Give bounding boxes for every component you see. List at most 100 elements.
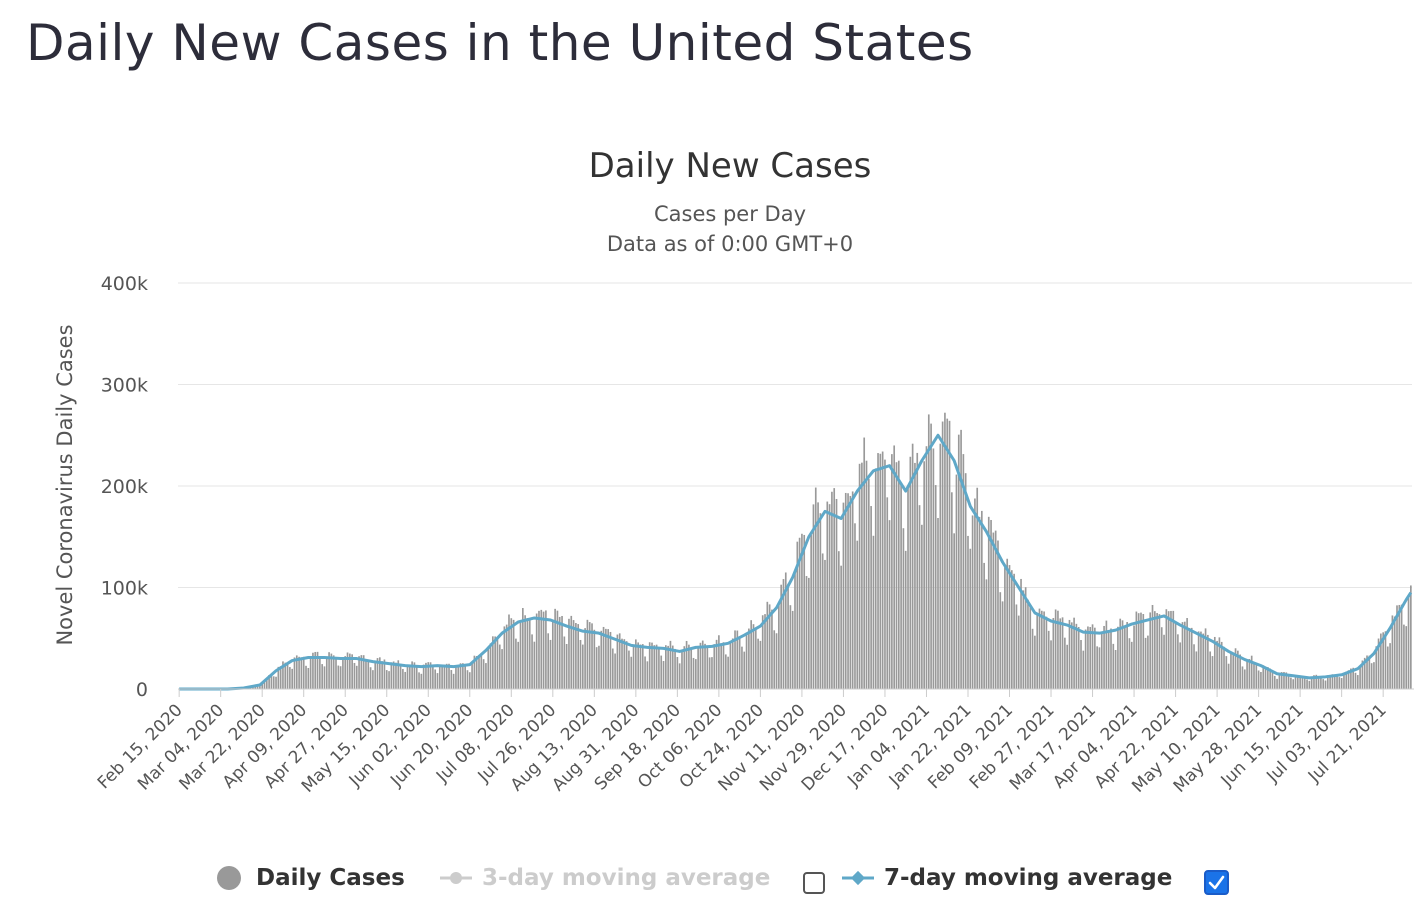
daily-case-bar[interactable]	[263, 680, 266, 689]
daily-case-bar[interactable]	[312, 652, 314, 689]
daily-case-bar[interactable]	[1296, 675, 1299, 689]
daily-case-bar[interactable]	[438, 666, 441, 689]
daily-case-bar[interactable]	[443, 664, 446, 689]
daily-case-bar[interactable]	[637, 642, 639, 689]
daily-case-bar[interactable]	[1087, 626, 1089, 689]
daily-case-bar[interactable]	[540, 609, 543, 689]
daily-case-bar[interactable]	[452, 673, 455, 689]
daily-case-bar[interactable]	[1398, 604, 1401, 689]
daily-case-bar[interactable]	[1370, 663, 1373, 689]
daily-case-bar[interactable]	[914, 462, 916, 689]
daily-case-bar[interactable]	[1336, 674, 1338, 689]
daily-case-bar[interactable]	[692, 657, 695, 689]
daily-case-bar[interactable]	[577, 624, 580, 689]
daily-case-bar[interactable]	[939, 443, 942, 689]
daily-case-bar[interactable]	[757, 638, 759, 689]
daily-case-bar[interactable]	[951, 492, 953, 689]
daily-case-bar[interactable]	[286, 663, 289, 689]
daily-case-bar[interactable]	[1239, 654, 1241, 689]
daily-case-bar[interactable]	[501, 649, 503, 689]
daily-case-bar[interactable]	[718, 635, 720, 689]
daily-case-bar[interactable]	[1366, 655, 1368, 689]
daily-case-bar[interactable]	[916, 452, 919, 689]
daily-case-bar[interactable]	[291, 668, 294, 689]
daily-case-bar[interactable]	[1008, 565, 1011, 689]
daily-case-bar[interactable]	[907, 485, 909, 689]
daily-case-bar[interactable]	[261, 682, 264, 689]
daily-case-bar[interactable]	[528, 618, 531, 689]
daily-case-bar[interactable]	[690, 648, 693, 689]
daily-case-bar[interactable]	[524, 615, 526, 689]
daily-case-bar[interactable]	[671, 645, 674, 689]
daily-case-bar[interactable]	[316, 651, 319, 689]
daily-case-bar[interactable]	[706, 647, 709, 689]
daily-case-bar[interactable]	[1040, 610, 1043, 689]
legend-7day-average[interactable]: 7-day moving average	[842, 860, 1172, 896]
daily-case-bar[interactable]	[1267, 667, 1269, 689]
daily-case-bar[interactable]	[780, 584, 782, 689]
daily-case-bar[interactable]	[1285, 672, 1288, 689]
daily-case-bar[interactable]	[1333, 674, 1336, 689]
daily-case-bar[interactable]	[1080, 640, 1082, 689]
daily-case-bar[interactable]	[1269, 668, 1271, 689]
daily-case-bar[interactable]	[1147, 635, 1149, 689]
daily-case-bar[interactable]	[1177, 634, 1179, 689]
daily-case-bar[interactable]	[791, 610, 794, 689]
daily-case-bar[interactable]	[1223, 646, 1225, 689]
daily-case-bar[interactable]	[1082, 650, 1085, 689]
daily-case-bar[interactable]	[1350, 668, 1352, 689]
daily-case-bar[interactable]	[736, 630, 739, 689]
daily-case-bar[interactable]	[817, 502, 819, 689]
daily-case-bar[interactable]	[404, 671, 407, 689]
daily-case-bar[interactable]	[1061, 617, 1064, 689]
daily-case-bar[interactable]	[651, 642, 653, 689]
daily-case-bar[interactable]	[575, 622, 577, 689]
daily-case-bar[interactable]	[1068, 619, 1071, 689]
daily-case-bar[interactable]	[568, 618, 570, 689]
daily-case-bar[interactable]	[635, 639, 637, 689]
daily-case-bar[interactable]	[1255, 664, 1258, 689]
daily-case-bar[interactable]	[865, 460, 868, 689]
daily-case-bar[interactable]	[771, 609, 773, 689]
daily-case-bar[interactable]	[1227, 663, 1230, 689]
daily-case-bar[interactable]	[1377, 638, 1380, 689]
daily-case-bar[interactable]	[937, 518, 939, 689]
daily-case-bar[interactable]	[436, 673, 439, 689]
daily-case-bar[interactable]	[1354, 672, 1357, 689]
daily-case-bar[interactable]	[1034, 635, 1036, 689]
daily-case-bar[interactable]	[1144, 637, 1147, 689]
daily-case-bar[interactable]	[1262, 665, 1265, 689]
daily-case-bar[interactable]	[1246, 660, 1248, 689]
daily-case-bar[interactable]	[1292, 679, 1295, 689]
daily-case-bar[interactable]	[932, 448, 935, 689]
daily-case-bar[interactable]	[1015, 604, 1018, 689]
daily-case-bar[interactable]	[1190, 627, 1193, 689]
daily-case-bar[interactable]	[1382, 632, 1384, 689]
daily-case-bar[interactable]	[1396, 605, 1398, 689]
daily-case-bar[interactable]	[895, 462, 898, 689]
daily-case-bar[interactable]	[411, 661, 413, 689]
daily-case-bar[interactable]	[406, 664, 409, 689]
daily-case-bar[interactable]	[1149, 612, 1152, 689]
daily-case-bar[interactable]	[1373, 662, 1375, 689]
daily-case-bar[interactable]	[803, 534, 806, 689]
daily-case-bar[interactable]	[1075, 623, 1078, 689]
daily-case-bar[interactable]	[441, 664, 443, 689]
daily-case-bar[interactable]	[1218, 637, 1221, 689]
daily-case-bar[interactable]	[519, 622, 522, 689]
legend-daily-cases[interactable]: Daily Cases	[217, 860, 405, 896]
daily-case-bar[interactable]	[1181, 622, 1184, 689]
daily-case-bar[interactable]	[455, 665, 457, 689]
daily-case-bar[interactable]	[678, 663, 681, 689]
daily-case-bar[interactable]	[1283, 671, 1285, 689]
daily-case-bar[interactable]	[307, 667, 310, 689]
daily-case-bar[interactable]	[554, 608, 556, 689]
daily-case-bar[interactable]	[764, 614, 766, 689]
daily-case-bar[interactable]	[556, 610, 559, 689]
daily-case-bar[interactable]	[563, 636, 566, 689]
daily-case-bar[interactable]	[1013, 573, 1015, 689]
daily-case-bar[interactable]	[355, 665, 358, 689]
daily-case-bar[interactable]	[489, 643, 492, 689]
daily-case-bar[interactable]	[944, 412, 946, 689]
daily-case-bar[interactable]	[874, 468, 877, 689]
